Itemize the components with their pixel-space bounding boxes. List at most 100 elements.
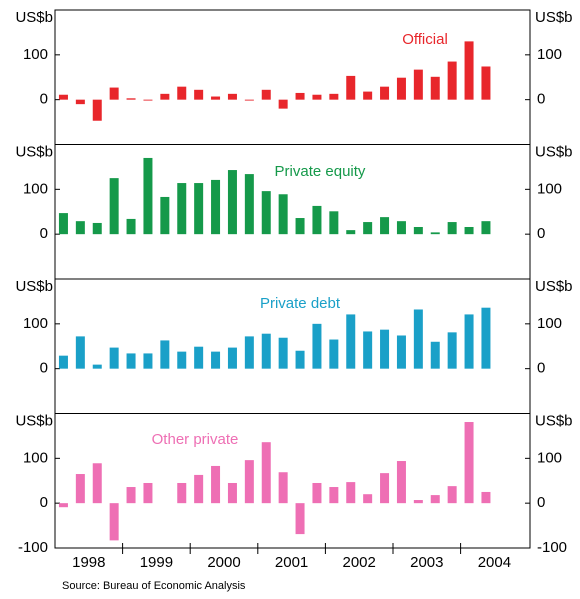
y2-tick-label: 0	[537, 494, 545, 511]
bar	[464, 41, 474, 100]
bar	[481, 221, 491, 235]
bar	[396, 77, 406, 100]
x-tick-label: 2001	[275, 554, 308, 571]
bar	[430, 76, 440, 100]
bar	[58, 503, 68, 508]
bar	[346, 482, 356, 504]
bar	[143, 353, 153, 369]
y2-axis-label: US$b	[535, 143, 573, 160]
x-tick-label: 1998	[72, 554, 105, 571]
bar	[244, 174, 254, 235]
y2-tick-label: 0	[537, 225, 545, 242]
bar	[160, 93, 170, 100]
bar	[363, 494, 373, 504]
bar	[92, 463, 102, 504]
bar	[312, 94, 322, 100]
y2-tick-label: 0	[537, 360, 545, 377]
y2-tick-label: 100	[537, 180, 562, 197]
y-tick-label: -100	[18, 539, 48, 556]
series-label: Official	[402, 31, 448, 48]
x-tick-label: 2002	[343, 554, 376, 571]
bar	[261, 333, 271, 369]
y-tick-label: 100	[23, 315, 48, 332]
bar	[295, 92, 305, 100]
bar	[363, 331, 373, 369]
bar	[278, 99, 288, 109]
bar	[312, 482, 322, 504]
bar	[295, 350, 305, 369]
bar	[413, 500, 423, 504]
bar	[92, 99, 102, 121]
bar	[194, 89, 204, 100]
bar	[464, 422, 474, 504]
series-label: Private debt	[260, 295, 341, 312]
bar	[312, 323, 322, 369]
bar	[227, 482, 237, 504]
bar	[244, 336, 254, 369]
y2-tick-label: -100	[537, 539, 567, 556]
bar	[58, 355, 68, 369]
bar	[211, 351, 221, 369]
y-tick-label: 0	[40, 494, 48, 511]
bar	[109, 347, 119, 369]
bar	[295, 503, 305, 535]
bar	[92, 364, 102, 369]
x-tick-label: 2000	[207, 554, 240, 571]
bar	[278, 472, 288, 504]
y-axis-label: US$b	[15, 412, 53, 429]
x-tick-label: 1999	[140, 554, 173, 571]
bar	[295, 218, 305, 235]
y2-tick-label: 100	[537, 46, 562, 63]
bar	[227, 93, 237, 100]
bar	[312, 205, 322, 235]
bar	[380, 473, 390, 504]
bar	[75, 221, 85, 235]
bar	[464, 314, 474, 369]
bar	[143, 482, 153, 504]
bar	[346, 75, 356, 100]
bar	[430, 232, 440, 235]
bar	[413, 226, 423, 235]
y2-axis-label: US$b	[535, 9, 573, 26]
y2-axis-label: US$b	[535, 412, 573, 429]
bar	[194, 474, 204, 504]
y2-tick-label: 0	[537, 91, 545, 108]
bar	[363, 91, 373, 100]
y-axis-label: US$b	[15, 9, 53, 26]
bar	[194, 183, 204, 235]
bar	[464, 226, 474, 235]
bar	[447, 61, 457, 100]
bar	[109, 178, 119, 235]
bar	[329, 487, 339, 504]
bar	[261, 442, 271, 504]
bar	[75, 474, 85, 504]
bar	[346, 230, 356, 235]
bar	[413, 309, 423, 369]
bar	[363, 222, 373, 235]
bar	[380, 86, 390, 100]
bar	[211, 179, 221, 235]
y-tick-label: 0	[40, 225, 48, 242]
bar	[126, 487, 136, 504]
y-tick-label: 0	[40, 360, 48, 377]
bar	[177, 86, 187, 100]
bar	[329, 211, 339, 235]
bar	[329, 339, 339, 369]
bar	[481, 491, 491, 504]
bar	[109, 87, 119, 100]
bar	[143, 99, 153, 101]
bar	[447, 332, 457, 369]
bar	[481, 66, 491, 100]
bar	[244, 99, 254, 101]
y-tick-label: 100	[23, 46, 48, 63]
panel-frame	[54, 413, 531, 549]
bar	[211, 465, 221, 504]
bar	[177, 482, 187, 504]
bar	[380, 329, 390, 369]
bar	[278, 337, 288, 369]
bar	[380, 217, 390, 235]
y2-axis-label: US$b	[535, 278, 573, 295]
source-note: Source: Bureau of Economic Analysis	[62, 580, 246, 592]
bar	[58, 213, 68, 235]
y2-tick-label: 100	[537, 449, 562, 466]
